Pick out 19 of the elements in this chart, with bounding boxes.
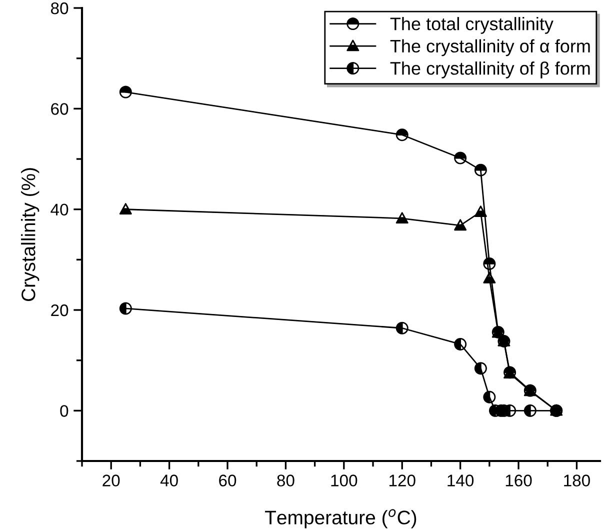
x-tick-label: 100 <box>331 474 358 486</box>
x-tick-label: 140 <box>448 474 474 486</box>
x-tick-label: 120 <box>389 474 416 486</box>
x-tick-label: 80 <box>277 474 294 486</box>
x-tick-label: 40 <box>160 474 178 486</box>
x-tick-label: 160 <box>506 474 532 486</box>
x-tick-label: 180 <box>564 474 590 486</box>
y-axis-title: Crystallinity (%) <box>21 168 40 302</box>
legend-label: The crystallinity of β form <box>390 62 590 78</box>
y-tick-label: 0 <box>60 405 68 417</box>
legend-label: The crystallinity of α form <box>390 39 590 56</box>
legend-label: The total crystallinity <box>390 17 554 34</box>
x-tick-label: 20 <box>102 474 120 486</box>
y-tick-label: 60 <box>51 103 68 115</box>
x-axis-title: Temperature ($^{o}$C) <box>265 509 416 528</box>
y-tick-label: 20 <box>51 304 68 316</box>
y-tick-label: 40 <box>50 204 68 216</box>
y-tick-label: 80 <box>50 2 68 14</box>
x-tick-label: 60 <box>219 474 236 486</box>
